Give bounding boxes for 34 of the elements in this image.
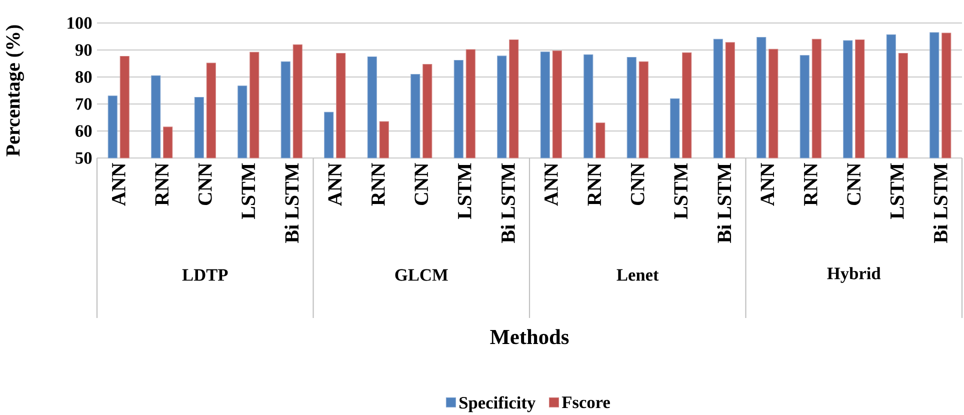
- legend-label: Specificity: [460, 396, 536, 412]
- text: Lenet: [616, 269, 659, 281]
- x-tick-label: ANN: [760, 162, 774, 206]
- text: LDTP: [182, 269, 228, 281]
- y-tick-label: 50: [76, 152, 92, 164]
- x-tick-label: CNN: [847, 162, 861, 206]
- x-tick-label: LSTM: [674, 163, 688, 220]
- x-tick-label: Bi LSTM: [284, 163, 299, 243]
- y-tick-label: 60: [76, 125, 92, 137]
- y-tick-label: 70: [76, 98, 92, 110]
- x-tick-label: CNN: [414, 162, 428, 206]
- x-tick-label: LSTM: [242, 163, 256, 220]
- text: Hybrid: [827, 267, 881, 283]
- x-tick-label: Bi LSTM: [933, 163, 948, 243]
- y-tick-label: 100: [68, 17, 92, 29]
- x-tick-label: RNN: [804, 162, 818, 206]
- y-tick-label: 80: [76, 71, 92, 83]
- x-tick-label: RNN: [372, 162, 385, 206]
- y-axis-title: Percentage (%): [6, 25, 24, 156]
- x-tick-label: LSTM: [458, 163, 472, 220]
- x-tick-label: ANN: [112, 162, 126, 206]
- x-tick-label: ANN: [328, 162, 342, 206]
- x-tick-label: ANN: [544, 162, 558, 206]
- legend-label: Fscore: [562, 396, 610, 408]
- y-tick-label: 90: [75, 44, 92, 56]
- x-tick-label: Bi LSTM: [717, 163, 732, 243]
- text: GLCM: [395, 269, 448, 281]
- x-tick-label: CNN: [198, 162, 212, 206]
- x-tick-label: Bi LSTM: [500, 163, 515, 243]
- x-tick-label: CNN: [630, 162, 644, 206]
- x-tick-label: LSTM: [890, 163, 904, 220]
- x-axis-title: Methods: [490, 329, 569, 344]
- x-tick-label: RNN: [155, 162, 168, 206]
- x-tick-label: RNN: [588, 162, 601, 206]
